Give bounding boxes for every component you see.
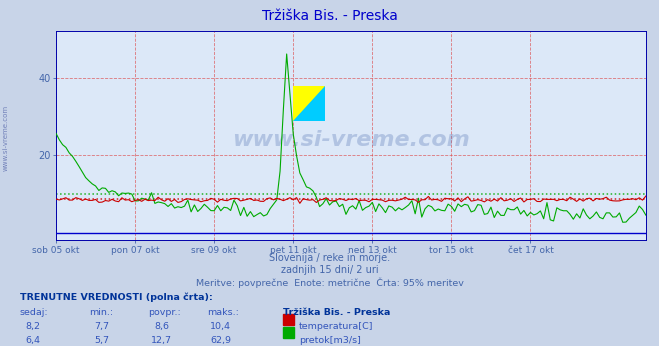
Text: Slovenija / reke in morje.: Slovenija / reke in morje. — [269, 253, 390, 263]
Polygon shape — [293, 103, 325, 121]
Text: zadnjih 15 dni/ 2 uri: zadnjih 15 dni/ 2 uri — [281, 265, 378, 275]
Text: 6,4: 6,4 — [26, 336, 40, 345]
Polygon shape — [293, 86, 325, 121]
Text: 12,7: 12,7 — [151, 336, 172, 345]
Text: min.:: min.: — [89, 308, 113, 317]
Polygon shape — [293, 86, 325, 121]
Polygon shape — [293, 86, 325, 103]
Text: 5,7: 5,7 — [95, 336, 109, 345]
Text: TRENUTNE VREDNOSTI (polna črta):: TRENUTNE VREDNOSTI (polna črta): — [20, 292, 212, 302]
Polygon shape — [293, 86, 325, 103]
Polygon shape — [293, 86, 309, 103]
Text: www.si-vreme.com: www.si-vreme.com — [2, 105, 9, 172]
Text: povpr.:: povpr.: — [148, 308, 181, 317]
Polygon shape — [293, 86, 325, 121]
Text: pretok[m3/s]: pretok[m3/s] — [299, 336, 361, 345]
Text: 10,4: 10,4 — [210, 322, 231, 331]
Polygon shape — [293, 86, 325, 103]
Text: 8,2: 8,2 — [26, 322, 40, 331]
Text: maks.:: maks.: — [208, 308, 239, 317]
Text: Tržiška Bis. - Preska: Tržiška Bis. - Preska — [283, 308, 391, 317]
Polygon shape — [293, 86, 325, 121]
Text: 8,6: 8,6 — [154, 322, 169, 331]
Text: temperatura[C]: temperatura[C] — [299, 322, 374, 331]
Polygon shape — [293, 103, 325, 121]
Text: www.si-vreme.com: www.si-vreme.com — [232, 130, 470, 150]
Text: Tržiška Bis. - Preska: Tržiška Bis. - Preska — [262, 9, 397, 22]
Text: 7,7: 7,7 — [95, 322, 109, 331]
Text: sedaj:: sedaj: — [20, 308, 48, 317]
Polygon shape — [293, 86, 325, 121]
Polygon shape — [293, 86, 325, 121]
Text: Meritve: povprečne  Enote: metrične  Črta: 95% meritev: Meritve: povprečne Enote: metrične Črta:… — [196, 277, 463, 288]
Text: 62,9: 62,9 — [210, 336, 231, 345]
